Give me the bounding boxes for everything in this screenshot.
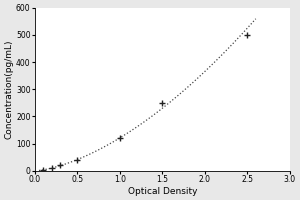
X-axis label: Optical Density: Optical Density xyxy=(128,187,197,196)
Y-axis label: Concentration(pg/mL): Concentration(pg/mL) xyxy=(4,40,13,139)
